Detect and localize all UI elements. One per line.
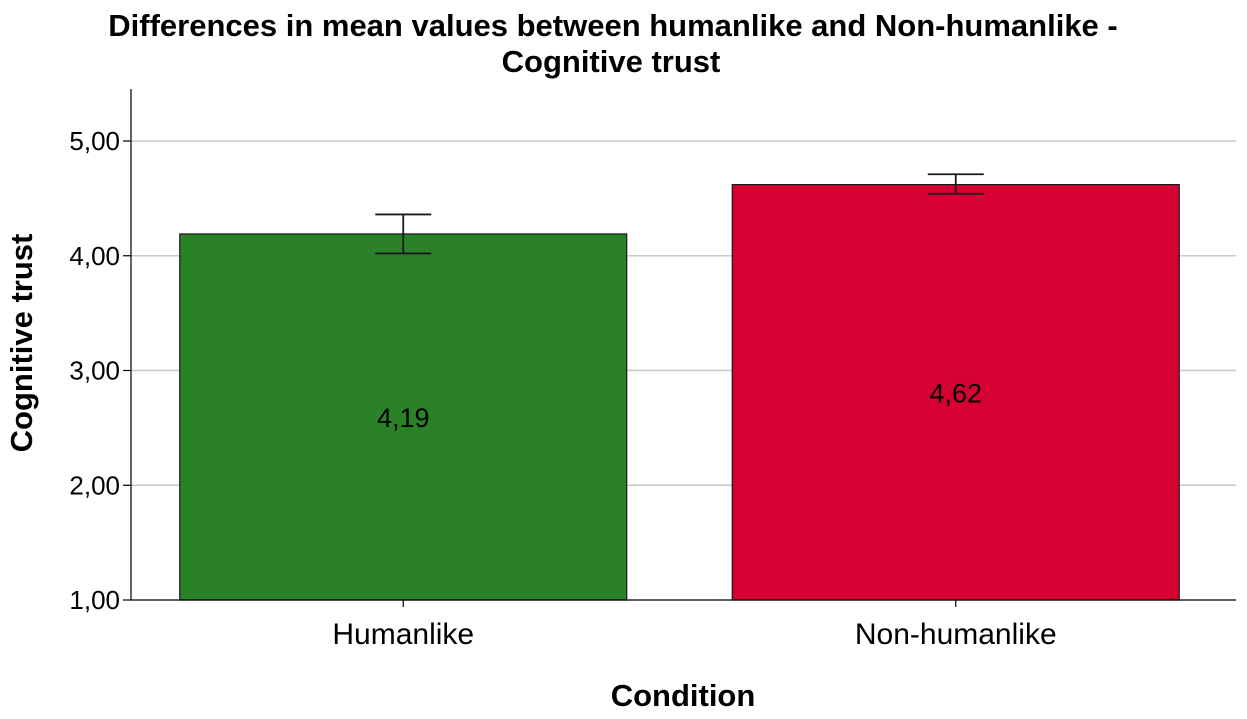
data-label-humanlike: 4,19 — [377, 403, 430, 433]
chart-title-line-2: Cognitive trust — [502, 44, 721, 79]
error-bars — [375, 173, 984, 255]
y-tick-label-1: 2,00 — [69, 470, 120, 500]
y-tick-labels: 1,00 2,00 3,00 4,00 5,00 — [69, 126, 131, 615]
x-tick-label-humanlike: Humanlike — [332, 618, 474, 651]
y-tick-label-4: 5,00 — [69, 126, 120, 156]
x-tick-labels: Humanlike Non-humanlike — [332, 600, 1057, 651]
y-tick-label-2: 3,00 — [69, 356, 120, 386]
error-bar-humanlike — [375, 213, 432, 255]
data-label-non-humanlike: 4,62 — [929, 378, 982, 408]
chart-title-line-1: Differences in mean values between human… — [108, 8, 1117, 43]
x-tick-label-non-humanlike: Non-humanlike — [855, 618, 1057, 651]
y-axis-title: Cognitive trust — [4, 234, 39, 453]
bars — [179, 184, 1180, 601]
y-tick-label-0: 1,00 — [69, 585, 120, 615]
error-bar-non-humanlike — [927, 173, 984, 195]
x-axis-title: Condition — [611, 678, 756, 713]
data-labels: 4,19 4,62 — [377, 378, 982, 433]
y-tick-label-3: 4,00 — [69, 241, 120, 271]
bar-humanlike — [179, 233, 628, 601]
